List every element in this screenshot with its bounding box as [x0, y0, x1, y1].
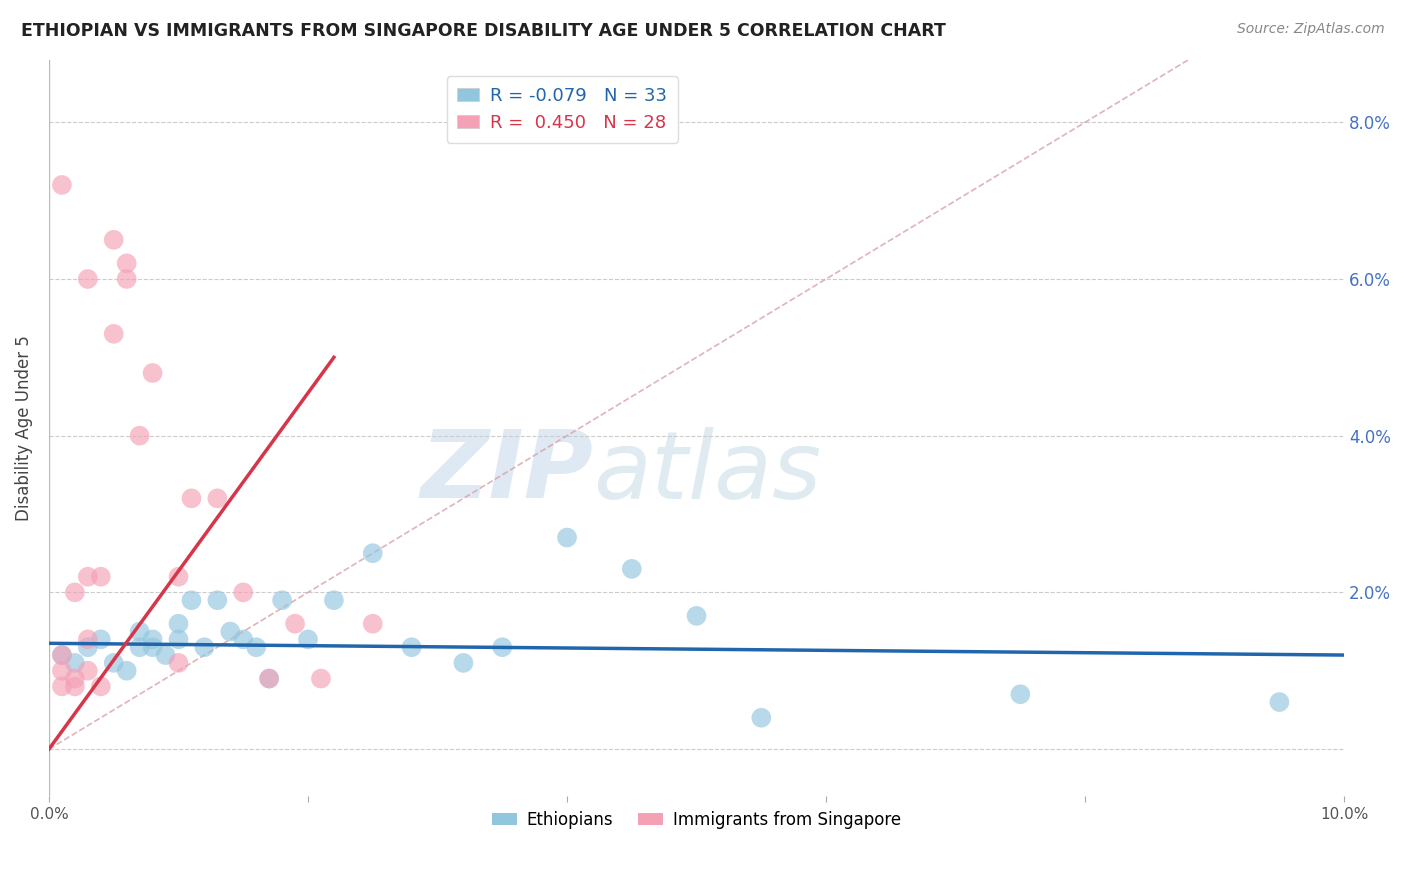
Point: [142, 640, 165, 655]
Point: [749, 711, 772, 725]
Y-axis label: Disability Age Under 5: Disability Age Under 5: [15, 334, 32, 521]
Point: [361, 616, 384, 631]
Point: [51, 680, 73, 694]
Point: [63, 680, 86, 694]
Point: [142, 632, 165, 647]
Point: [257, 672, 280, 686]
Text: ZIP: ZIP: [420, 426, 593, 518]
Point: [155, 648, 177, 662]
Point: [103, 656, 125, 670]
Point: [620, 562, 643, 576]
Text: ETHIOPIAN VS IMMIGRANTS FROM SINGAPORE DISABILITY AGE UNDER 5 CORRELATION CHART: ETHIOPIAN VS IMMIGRANTS FROM SINGAPORE D…: [21, 22, 946, 40]
Point: [167, 570, 190, 584]
Point: [232, 632, 254, 647]
Point: [128, 640, 150, 655]
Point: [128, 624, 150, 639]
Point: [193, 640, 215, 655]
Point: [76, 570, 98, 584]
Point: [401, 640, 423, 655]
Point: [685, 608, 707, 623]
Point: [167, 656, 190, 670]
Point: [1268, 695, 1291, 709]
Point: [271, 593, 294, 607]
Legend: Ethiopians, Immigrants from Singapore: Ethiopians, Immigrants from Singapore: [485, 805, 908, 836]
Point: [1010, 687, 1032, 701]
Point: [76, 640, 98, 655]
Point: [219, 624, 242, 639]
Point: [90, 632, 112, 647]
Point: [207, 593, 229, 607]
Point: [142, 366, 165, 380]
Point: [555, 531, 578, 545]
Point: [63, 672, 86, 686]
Point: [297, 632, 319, 647]
Point: [309, 672, 332, 686]
Point: [257, 672, 280, 686]
Point: [51, 178, 73, 192]
Point: [76, 272, 98, 286]
Point: [284, 616, 307, 631]
Point: [51, 648, 73, 662]
Point: [115, 272, 138, 286]
Point: [453, 656, 475, 670]
Point: [51, 664, 73, 678]
Point: [180, 491, 202, 506]
Point: [232, 585, 254, 599]
Point: [167, 632, 190, 647]
Point: [90, 570, 112, 584]
Point: [491, 640, 513, 655]
Point: [207, 491, 229, 506]
Point: [167, 616, 190, 631]
Point: [245, 640, 267, 655]
Point: [103, 233, 125, 247]
Point: [115, 256, 138, 270]
Point: [76, 632, 98, 647]
Point: [115, 664, 138, 678]
Point: [51, 648, 73, 662]
Point: [63, 656, 86, 670]
Text: atlas: atlas: [593, 426, 821, 517]
Point: [128, 428, 150, 442]
Point: [76, 664, 98, 678]
Point: [103, 326, 125, 341]
Point: [90, 680, 112, 694]
Point: [180, 593, 202, 607]
Point: [63, 585, 86, 599]
Text: Source: ZipAtlas.com: Source: ZipAtlas.com: [1237, 22, 1385, 37]
Point: [361, 546, 384, 560]
Point: [322, 593, 344, 607]
